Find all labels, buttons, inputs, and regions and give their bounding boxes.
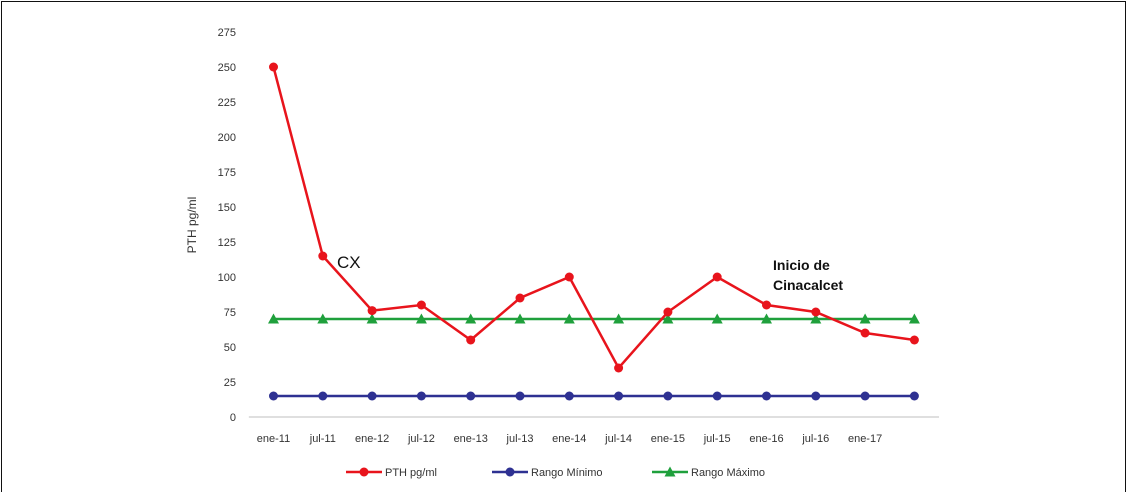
legend-marker (359, 467, 369, 477)
x-tick-label: jul-16 (801, 433, 829, 445)
x-tick-label: ene-16 (749, 433, 783, 445)
legend-item: PTH pg/ml (346, 467, 437, 479)
legend-item: Rango Máximo (652, 466, 765, 479)
data-point (564, 391, 574, 401)
data-point (761, 313, 772, 324)
data-point (317, 313, 329, 324)
data-point (613, 313, 625, 324)
data-point (614, 391, 624, 401)
legend-label: PTH pg/ml (385, 467, 437, 479)
data-point (614, 363, 624, 373)
data-point (269, 62, 278, 72)
data-point (811, 391, 821, 401)
data-point (711, 313, 723, 324)
y-tick-label: 225 (218, 97, 236, 109)
data-point (318, 391, 328, 401)
data-point (663, 307, 673, 317)
legend-label: Rango Máximo (691, 467, 765, 479)
data-point (811, 307, 821, 317)
data-point (662, 313, 674, 324)
series-rango-minimo (269, 391, 919, 401)
data-point (712, 391, 722, 401)
legend: PTH pg/ml Rango Mínimo Rango Máximo (346, 466, 765, 479)
annotation-inicio-de: Inicio de (773, 257, 830, 273)
data-point (514, 313, 526, 324)
y-tick-label: 100 (218, 272, 236, 284)
legend-label: Rango Mínimo (531, 467, 603, 479)
legend-item: Rango Mínimo (492, 467, 603, 479)
y-tick-label: 50 (224, 342, 236, 354)
y-tick-label: 150 (218, 202, 236, 214)
data-point (515, 391, 525, 401)
data-point (908, 313, 920, 324)
data-point (318, 251, 328, 261)
x-tick-label: jul-12 (407, 433, 435, 445)
x-tick-label: ene-13 (454, 433, 488, 445)
y-tick-label: 0 (230, 412, 236, 424)
x-tick-label: ene-14 (552, 433, 586, 445)
y-tick-label: 125 (218, 237, 236, 249)
x-tick-label: ene-17 (848, 433, 882, 445)
data-point (909, 335, 919, 345)
x-tick-label: jul-13 (506, 433, 534, 445)
x-axis-tick-labels: ene-11 jul-11 ene-12 jul-12 ene-13 jul-13 ene-… (257, 433, 882, 445)
legend-marker (664, 466, 676, 477)
data-point (416, 300, 426, 310)
data-point (415, 313, 427, 324)
y-tick-label: 75 (224, 307, 236, 319)
data-point (367, 391, 377, 401)
data-point (859, 313, 871, 324)
y-tick-label: 250 (218, 62, 236, 74)
y-tick-label: 200 (218, 132, 236, 144)
series-layer (268, 62, 920, 401)
data-point (762, 300, 771, 310)
x-tick-label: ene-11 (257, 433, 290, 445)
data-point (810, 313, 822, 324)
x-tick-label: jul-15 (703, 433, 731, 445)
annotation-cx: CX (337, 253, 361, 272)
data-point (269, 391, 278, 401)
y-axis-title: PTH pg/ml (185, 197, 199, 254)
data-point (909, 391, 919, 401)
data-point (712, 272, 722, 282)
data-point (663, 391, 673, 401)
x-tick-label: ene-15 (651, 433, 685, 445)
data-point (367, 306, 377, 316)
x-tick-label: jul-11 (309, 433, 336, 445)
y-axis-tick-labels: 0 25 50 75 100 125 150 175 200 225 250 275 (218, 27, 236, 424)
data-point (466, 391, 476, 401)
data-point (860, 328, 870, 338)
annotation-cinacalcet: Cinacalcet (773, 277, 843, 293)
series-line (272, 66, 915, 371)
series-pth (269, 62, 919, 373)
series-rango-maximo (268, 313, 920, 324)
legend-marker (505, 467, 515, 477)
data-point (515, 293, 525, 303)
x-tick-label: ene-12 (355, 433, 389, 445)
data-point (860, 391, 870, 401)
data-point (466, 335, 476, 345)
data-point (268, 313, 279, 324)
data-point (563, 313, 575, 324)
data-point (366, 313, 378, 324)
data-point (416, 391, 426, 401)
data-point (762, 391, 771, 401)
y-tick-label: 25 (224, 377, 236, 389)
x-tick-label: jul-14 (604, 433, 632, 445)
annotations: CX Inicio de Cinacalcet (337, 253, 843, 293)
y-tick-label: 175 (218, 167, 236, 179)
y-tick-label: 275 (218, 27, 236, 39)
data-point (564, 272, 574, 282)
data-point (465, 313, 477, 324)
